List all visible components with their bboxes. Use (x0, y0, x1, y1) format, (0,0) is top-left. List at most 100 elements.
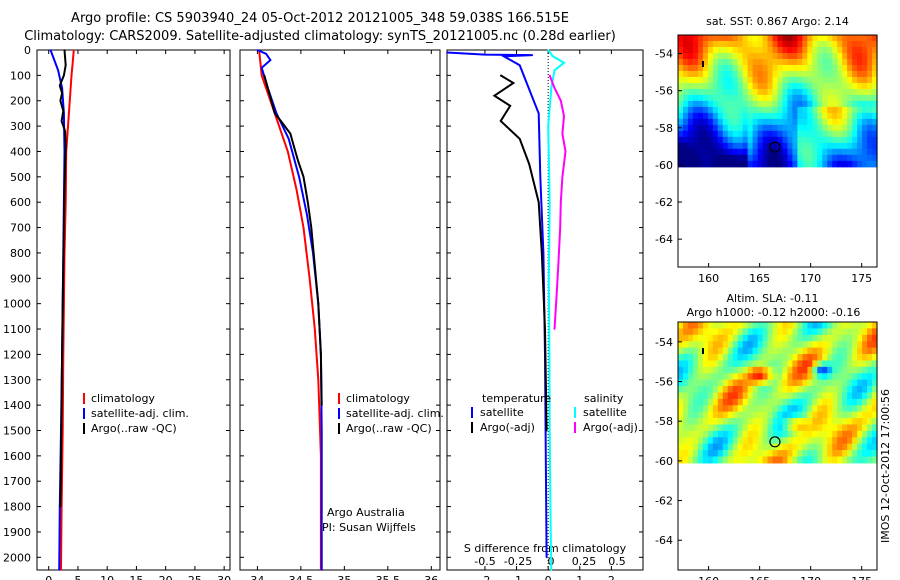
sst-map-cell (702, 70, 709, 78)
sla-map-cell (837, 328, 843, 336)
sla-map-cell (817, 418, 823, 426)
sla-map-cell (747, 424, 754, 432)
sst-map-cell (722, 35, 729, 42)
sla-map-cell (767, 360, 774, 368)
sst-map-cell (872, 100, 878, 108)
sst-map-cell (792, 58, 798, 66)
sst-map-cell (837, 88, 843, 96)
sst-map-cell (762, 64, 769, 72)
sst-map-cell (742, 154, 749, 162)
sst-map-cell (712, 100, 719, 108)
sla-map-cell (752, 360, 759, 368)
salinity-x-tick-label: 35 (337, 574, 351, 580)
sla-map-cell (767, 373, 774, 381)
sla-map-cell (737, 334, 744, 342)
sst-map-cell (682, 124, 689, 132)
sla-map-cell (802, 430, 808, 438)
sst-map-cell (847, 142, 853, 150)
sst-map-cell (812, 46, 818, 54)
sla-map-cell (687, 456, 694, 464)
sla-map-cell (872, 405, 878, 413)
sst-map-cell (767, 70, 774, 78)
sst-map-cell (772, 154, 779, 162)
sst-map-cell (727, 124, 734, 132)
sla-map-cell (867, 334, 873, 342)
sst-map-cell (872, 88, 878, 96)
salinity-data-point (313, 328, 316, 330)
sla-map-cell (872, 360, 878, 368)
sst-map-cell (678, 58, 684, 66)
sst-map-cell (862, 46, 868, 54)
sst-map-cell (737, 118, 744, 126)
sst-map-cell (782, 64, 789, 72)
sla-map-cell (792, 360, 798, 368)
sla-map-cell (857, 430, 863, 438)
sst-map-cell (837, 154, 843, 162)
sst-map-cell (812, 154, 818, 162)
sla-map-cell (792, 373, 798, 381)
salinity-data-point (317, 378, 320, 381)
sst-map-cell (852, 112, 858, 120)
sla-map-cell (777, 405, 784, 413)
sst-map-cell (842, 100, 848, 108)
sst-map-cell (822, 130, 828, 138)
sst-map-cell (692, 160, 699, 168)
sla-map-cell (807, 386, 813, 394)
sla-map-cell (767, 398, 774, 406)
sla-map-cell (837, 347, 843, 355)
salinity-data-point (263, 74, 266, 77)
sst-map-cell (842, 82, 848, 90)
sla-map-cell (682, 341, 689, 349)
difference-series-argo--adj- (548, 75, 567, 330)
sla-map-cell (737, 456, 744, 464)
sst-map-cell (747, 124, 754, 132)
sst-map-cell (782, 70, 789, 78)
sst-map-cell (747, 35, 754, 42)
sst-map-cell (827, 35, 833, 42)
sla-map-cell (797, 366, 803, 374)
sst-map-cell (752, 142, 759, 150)
sst-map-cell (847, 136, 853, 144)
sla-map-cell (682, 443, 689, 451)
sla-map-cell (767, 405, 774, 413)
sst-map-cell (767, 35, 774, 42)
sla-map-cell (752, 424, 759, 432)
sst-map-cell (827, 70, 833, 78)
sst-map-cell (737, 154, 744, 162)
sst-map-cell (732, 76, 739, 84)
sst-map-cell (807, 148, 813, 156)
sla-map-cell (772, 322, 779, 329)
sst-map-cell (722, 70, 729, 78)
sst-map-cell (717, 88, 724, 96)
sst-map-cell (692, 136, 699, 144)
temperature-data-point (52, 56, 55, 59)
sst-map-cell (678, 148, 684, 156)
sla-x-tick-label: 170 (800, 575, 821, 580)
sst-map-cell (742, 106, 749, 114)
sst-map-cell (797, 160, 803, 168)
sst-map-cell (702, 112, 709, 120)
sst-map-cell (807, 112, 813, 120)
sla-map-cell (822, 405, 828, 413)
sst-map-cell (727, 112, 734, 120)
sla-map-cell (802, 341, 808, 349)
sst-map-cell (822, 46, 828, 54)
sla-map-cell (697, 437, 704, 445)
sst-map-cell (737, 94, 744, 102)
sst-map-cell (742, 46, 749, 54)
sst-map-cell (807, 100, 813, 108)
sst-map-cell (692, 154, 699, 162)
sst-map-cell (867, 64, 873, 72)
sla-map-cell (857, 392, 863, 400)
salinity-data-point (280, 120, 282, 122)
sst-map-cell (837, 100, 843, 108)
sla-map-cell (727, 379, 734, 387)
sla-map-cell (852, 328, 858, 336)
sst-map-cell (702, 88, 709, 96)
sla-map-cell (872, 379, 878, 387)
sst-map-cell (817, 106, 823, 114)
sla-map-cell (772, 386, 779, 394)
sst-map-cell (682, 70, 689, 78)
sst-map-cell (797, 35, 803, 42)
argo-australia-note: Argo Australia (327, 506, 405, 519)
